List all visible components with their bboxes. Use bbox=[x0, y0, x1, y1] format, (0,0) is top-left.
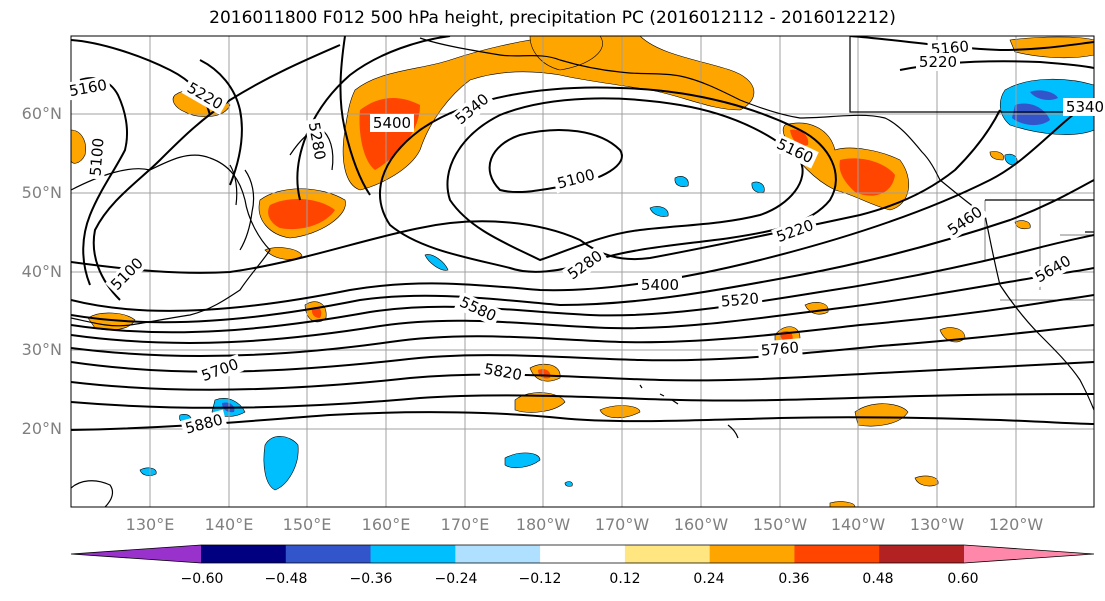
lon-label-170w: 170°W bbox=[594, 515, 650, 534]
colorbar-segment bbox=[624, 545, 711, 563]
colorbar-tick: 0.60 bbox=[947, 571, 979, 587]
contour-label: 5220 bbox=[916, 53, 960, 71]
lon-label-160w: 160°W bbox=[673, 515, 729, 534]
lat-label-30n: 30°N bbox=[21, 340, 62, 359]
lat-label-40n: 40°N bbox=[21, 262, 62, 281]
precip-positive-shading bbox=[71, 36, 1094, 507]
colorbar-tick: 0.12 bbox=[609, 571, 641, 587]
lat-label-20n: 20°N bbox=[21, 419, 62, 438]
lon-label-130w: 130°W bbox=[909, 515, 965, 534]
colorbar-segment bbox=[370, 545, 456, 563]
colorbar-tick: −0.48 bbox=[264, 571, 308, 587]
contour-label: 5520 bbox=[717, 289, 763, 311]
colorbar-outline bbox=[70, 544, 1095, 564]
lon-label-170e: 170°E bbox=[440, 515, 490, 534]
height-contours bbox=[71, 36, 1094, 431]
colorbar-segment bbox=[540, 545, 626, 563]
colorbar-tick: −0.60 bbox=[180, 571, 224, 587]
colorbar-tick: −0.12 bbox=[518, 571, 562, 587]
lon-label-140w: 140°W bbox=[830, 515, 886, 534]
colorbar-tick: −0.24 bbox=[434, 571, 478, 587]
colorbar-segment bbox=[794, 545, 880, 563]
contour-label: 5340 bbox=[1063, 98, 1105, 116]
graticule bbox=[71, 36, 1094, 507]
colorbar-extend-low bbox=[71, 545, 201, 563]
colorbar-segment bbox=[455, 545, 541, 563]
lon-label-120w: 120°W bbox=[988, 515, 1044, 534]
colorbar-segment bbox=[709, 545, 795, 563]
colorbar-segment bbox=[201, 545, 287, 563]
colorbar-tick: 0.36 bbox=[778, 571, 810, 587]
colorbar-tick: −0.36 bbox=[349, 571, 393, 587]
map-border bbox=[70, 35, 1095, 508]
lat-label-50n: 50°N bbox=[21, 183, 62, 202]
lon-label-150w: 150°W bbox=[752, 515, 808, 534]
colorbar-extend-high bbox=[964, 545, 1094, 563]
colorbar-tick: 0.24 bbox=[693, 571, 725, 587]
lon-label-150e: 150°E bbox=[282, 515, 332, 534]
lon-label-180w: 180°W bbox=[515, 515, 571, 534]
lat-label-60n: 60°N bbox=[21, 104, 62, 123]
lon-label-130e: 130°E bbox=[125, 515, 175, 534]
contour-label: 5760 bbox=[757, 338, 803, 360]
map-title: 2016011800 F012 500 hPa height, precipit… bbox=[209, 8, 896, 28]
lon-label-140e: 140°E bbox=[204, 515, 254, 534]
colorbar bbox=[70, 544, 1095, 564]
lon-label-160e: 160°E bbox=[361, 515, 411, 534]
colorbar-segment bbox=[285, 545, 372, 563]
contour-label: 5400 bbox=[638, 276, 682, 294]
contour-label: 5400 bbox=[370, 114, 414, 132]
colorbar-segment bbox=[879, 545, 965, 563]
colorbar-tick: 0.48 bbox=[862, 571, 894, 587]
contour-label: 5100 bbox=[86, 134, 108, 180]
